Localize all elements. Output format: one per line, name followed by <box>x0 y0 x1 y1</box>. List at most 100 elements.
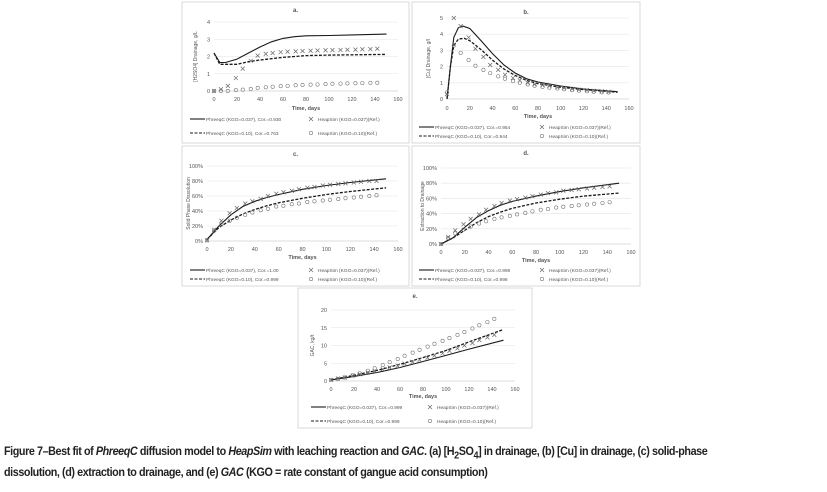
data-point <box>387 360 392 365</box>
legend-x-marker-icon <box>427 404 433 410</box>
chart-title: d. <box>523 151 529 157</box>
series-line <box>440 192 620 245</box>
y-tick-label: 1 <box>207 72 210 78</box>
legend-label: HeapSim (KGO=0.037)(Ref.) <box>549 125 611 131</box>
series-line <box>206 187 387 240</box>
x-tick-label: 100 <box>556 106 565 112</box>
y-tick-label: 0% <box>195 239 203 245</box>
data-point <box>591 89 596 94</box>
data-point <box>265 206 270 211</box>
data-point <box>507 213 512 218</box>
data-point <box>320 198 325 203</box>
x-tick-label: 40 <box>374 387 380 393</box>
data-point <box>425 344 430 349</box>
data-point <box>300 82 305 87</box>
x-tick-label: 160 <box>624 106 633 112</box>
data-point <box>263 51 268 57</box>
data-point <box>358 179 364 184</box>
series-line <box>446 25 618 100</box>
data-point <box>496 74 501 79</box>
data-point <box>425 355 430 360</box>
caption-text: diffusion model to <box>137 445 229 458</box>
data-point <box>473 63 478 68</box>
data-point <box>483 207 489 213</box>
data-point <box>492 216 497 221</box>
data-point <box>569 187 574 193</box>
x-tick-label: 40 <box>489 106 495 112</box>
data-point <box>225 83 231 89</box>
caption-subscript: 2 <box>454 450 459 462</box>
data-point <box>258 196 263 202</box>
data-point <box>240 66 245 71</box>
caption-text: . <box>423 445 427 458</box>
data-point <box>461 227 466 232</box>
caption-text: HeapSim <box>228 445 272 458</box>
legend-entry: HeapSim (KGO=0.10)(Ref.) <box>539 277 608 283</box>
data-point <box>360 47 365 52</box>
y-tick-label: 0 <box>324 379 327 385</box>
legend-entry: PhreeqC (KGO=0.10), Cor.=0.999 <box>190 277 279 283</box>
data-point <box>584 87 590 93</box>
data-point <box>330 81 335 86</box>
data-point <box>375 80 380 85</box>
data-point <box>345 47 350 53</box>
data-point <box>547 85 552 90</box>
data-point <box>473 46 478 52</box>
y-axis-label: GAC, kg/t <box>310 334 316 356</box>
caption-text: ] in drainage, (b) [Cu] in drainage, (c)… <box>478 445 708 458</box>
data-point <box>293 83 298 88</box>
data-point <box>248 58 254 64</box>
data-point <box>492 203 497 209</box>
data-point <box>523 195 528 200</box>
x-tick-label: 80 <box>533 250 539 256</box>
data-point <box>243 212 248 217</box>
y-axis-label: [H2SO4] Drainage, g/L <box>193 31 199 82</box>
data-point <box>330 47 335 53</box>
data-point <box>219 218 224 223</box>
data-point <box>561 204 566 209</box>
legend-label: PhreeqC (KGO=0.037), Cor.=1.00 <box>206 268 279 274</box>
data-point <box>507 198 513 203</box>
y-tick-label: 100% <box>189 164 203 170</box>
data-point <box>289 202 294 207</box>
data-point <box>327 182 333 187</box>
data-point <box>492 316 497 321</box>
x-tick-label: 100 <box>324 97 333 103</box>
data-point <box>374 178 379 184</box>
data-point <box>576 87 582 92</box>
x-tick-label: 140 <box>602 106 611 112</box>
data-point <box>323 82 328 87</box>
legend-label: HeapSim (KGO=0.037)(Ref.) <box>437 405 499 411</box>
data-point <box>270 84 275 89</box>
data-point <box>357 371 362 376</box>
data-point <box>481 54 486 60</box>
data-point <box>327 197 332 202</box>
data-point <box>561 85 567 91</box>
data-point <box>451 15 457 21</box>
legend-entry: PhreeqC (KGO=0.10), Cor.=0.999 <box>311 419 400 425</box>
data-point <box>281 190 286 195</box>
x-tick-label: 120 <box>346 247 355 253</box>
series-line <box>440 182 620 245</box>
data-point <box>555 86 560 91</box>
legend-x-marker-icon <box>539 124 545 130</box>
caption-label: Figure 7– <box>4 445 49 458</box>
caption-text: (KGO = rate constant of gangue acid cons… <box>243 466 488 480</box>
legend-label: HeapSim (KGO=0.10)(Ref.) <box>549 134 608 140</box>
data-point <box>555 85 560 90</box>
legend-label: PhreeqC (KGO=0.10), Cor.=0.763 <box>206 131 279 137</box>
data-point <box>351 180 357 185</box>
data-point <box>447 336 452 341</box>
y-tick-label: 3 <box>440 48 443 54</box>
data-point <box>342 375 347 380</box>
series-1 <box>206 187 387 240</box>
legend-circle-marker-icon <box>539 134 544 139</box>
x-tick-label: 60 <box>280 97 286 103</box>
data-point <box>372 366 377 371</box>
x-tick-label: 80 <box>420 387 426 393</box>
data-point <box>410 350 415 355</box>
caption-text: PhreeqC <box>95 445 138 458</box>
data-point <box>357 372 362 377</box>
y-tick-label: 2 <box>440 65 443 71</box>
series-3 <box>212 80 380 94</box>
